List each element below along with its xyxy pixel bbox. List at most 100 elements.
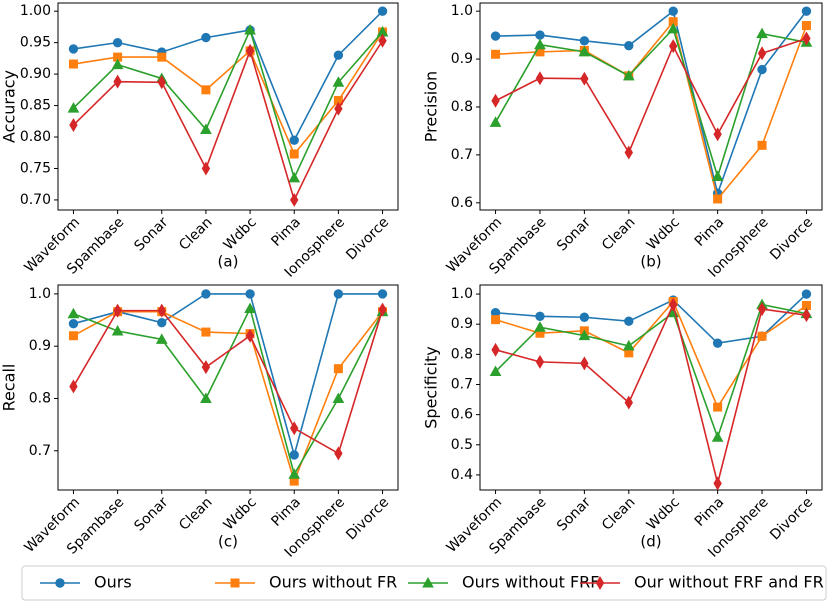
marker xyxy=(334,446,343,461)
series-line xyxy=(494,303,807,440)
series-line xyxy=(495,9,808,197)
marker xyxy=(68,59,78,69)
marker xyxy=(201,85,211,95)
y-tick-label: 0.7 xyxy=(29,443,51,459)
y-tick-label: 0.8 xyxy=(451,346,473,362)
marker xyxy=(157,317,167,328)
series-line xyxy=(72,40,384,203)
y-tick-label: 0.8 xyxy=(29,390,51,406)
marker xyxy=(491,49,501,59)
marker xyxy=(535,354,545,369)
marker xyxy=(332,76,345,87)
marker xyxy=(579,312,590,322)
y-tick-label: 0.6 xyxy=(451,195,473,211)
series-line xyxy=(73,310,384,484)
y-tick-label: 0.80 xyxy=(20,129,51,145)
x-tick-label: Divorce xyxy=(343,214,392,263)
series-line xyxy=(495,302,807,484)
series-line xyxy=(72,27,384,181)
marker xyxy=(757,302,767,317)
y-tick-label: 0.75 xyxy=(20,160,51,176)
marker xyxy=(113,303,122,318)
marker xyxy=(801,21,811,31)
series-line xyxy=(73,306,384,477)
marker xyxy=(157,52,167,62)
marker xyxy=(378,33,387,48)
x-tick-label: Wdbc xyxy=(644,214,683,253)
marker xyxy=(622,69,635,81)
marker xyxy=(69,379,78,394)
marker xyxy=(377,6,388,16)
marker xyxy=(288,171,301,183)
marker xyxy=(712,338,723,348)
marker xyxy=(579,36,590,46)
marker xyxy=(201,289,211,299)
marker xyxy=(622,339,635,351)
series-line xyxy=(495,37,807,155)
marker xyxy=(68,331,78,341)
y-tick-label: 1.00 xyxy=(20,3,51,19)
marker xyxy=(757,64,767,75)
marker xyxy=(157,303,166,318)
marker xyxy=(578,329,591,341)
x-tick-label: Wdbc xyxy=(221,494,260,533)
marker xyxy=(201,32,211,43)
y-tick-label: 0.5 xyxy=(451,437,473,453)
marker xyxy=(288,468,301,479)
marker xyxy=(535,71,545,86)
x-tick-label: Clean xyxy=(176,214,215,253)
marker xyxy=(757,140,767,150)
marker xyxy=(244,24,256,35)
caption: (d) xyxy=(640,533,661,551)
marker xyxy=(669,297,678,312)
y-tick-label: 0.70 xyxy=(20,192,51,208)
marker xyxy=(333,364,343,374)
marker xyxy=(68,318,79,329)
x-tick-label: Clean xyxy=(599,494,638,533)
marker xyxy=(333,50,344,60)
marker xyxy=(580,71,589,86)
y-tick-label: 1.0 xyxy=(451,286,473,302)
marker xyxy=(534,38,546,50)
x-tick-label: Pima xyxy=(268,214,304,250)
x-tick-label: Sonar xyxy=(131,494,171,534)
marker xyxy=(713,127,722,142)
y-tick-label: 0.9 xyxy=(29,338,51,354)
caption: (c) xyxy=(218,533,238,551)
marker xyxy=(489,116,502,127)
marker xyxy=(711,170,724,181)
marker xyxy=(200,123,212,134)
marker xyxy=(155,333,168,344)
x-tick-label: Wdbc xyxy=(644,494,683,533)
marker xyxy=(111,324,124,336)
y-tick-label: 0.6 xyxy=(451,407,473,423)
marker xyxy=(290,421,299,436)
marker xyxy=(535,30,545,40)
series-line xyxy=(73,293,383,458)
marker xyxy=(55,578,65,588)
marker xyxy=(201,327,211,337)
marker xyxy=(535,311,545,322)
marker xyxy=(491,93,500,108)
series-line xyxy=(494,27,807,180)
marker xyxy=(334,101,343,116)
y-axis-label: Recall xyxy=(0,364,19,412)
x-tick-label: Clean xyxy=(599,214,638,253)
y-tick-label: 0.90 xyxy=(20,66,51,82)
marker xyxy=(713,194,723,204)
x-tick-label: Sonar xyxy=(131,214,171,254)
marker xyxy=(578,45,591,57)
x-tick-label: Wdbc xyxy=(221,214,260,253)
marker xyxy=(713,476,722,491)
marker xyxy=(801,289,812,299)
legend-label: Ours without FR xyxy=(269,573,397,592)
x-tick-label: Divorce xyxy=(343,494,392,543)
series-line xyxy=(72,309,384,455)
y-tick-label: 0.7 xyxy=(451,376,473,392)
series-line xyxy=(495,19,808,201)
series-line xyxy=(495,300,807,409)
marker xyxy=(289,149,299,159)
axes-frame xyxy=(479,284,823,491)
marker xyxy=(491,315,501,325)
marker xyxy=(378,302,387,317)
